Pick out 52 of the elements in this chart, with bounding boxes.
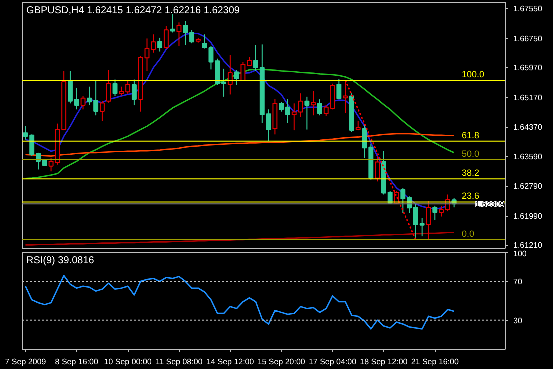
- candlestick: [164, 26, 169, 50]
- y-tick-label: 1.66750: [514, 34, 543, 44]
- annotation: 38.2: [462, 168, 480, 178]
- y-tick-label: 30: [514, 316, 523, 326]
- candlestick: [336, 78, 342, 100]
- y-tick-label: 70: [514, 278, 523, 287]
- candlestick: [132, 79, 137, 106]
- chart-title: RSI(9) 39.0816: [26, 256, 95, 266]
- annotation: 0.0: [462, 228, 475, 239]
- candlestick: [176, 22, 182, 47]
- ref-line-label: 1.62309: [476, 200, 506, 210]
- line-series: [25, 275, 456, 330]
- candlestick: [100, 100, 105, 122]
- candlestick: [432, 205, 438, 222]
- x-tick-label: 18 Sep 12:00: [360, 358, 408, 366]
- candlestick: [311, 90, 316, 116]
- annotation: 23.6: [462, 191, 480, 202]
- x-tick-label: 11 Sep 08:00: [156, 358, 204, 366]
- line-series: [25, 232, 456, 246]
- y-tick-label: 1.67550: [514, 4, 543, 14]
- x-tick-label: 21 Sep 16:00: [411, 358, 460, 366]
- x-tick-label: 10 Sep 00:00: [104, 358, 152, 366]
- y-tick-label: 1.61990: [514, 212, 543, 222]
- candlestick: [317, 99, 322, 116]
- y-tick-label: 1.62790: [514, 182, 543, 192]
- candlestick: [228, 55, 233, 96]
- x-tick-label: 17 Sep 04:00: [308, 358, 358, 366]
- x-tick-label: 7 Sep 2009: [5, 358, 47, 366]
- candlestick: [304, 96, 310, 130]
- candlestick: [343, 80, 348, 114]
- candlestick: [234, 70, 240, 86]
- candlestick: [426, 200, 432, 240]
- line-series: [344, 80, 417, 241]
- y-tick-label: 1.65970: [514, 63, 543, 72]
- y-tick-label: 1.64370: [514, 123, 543, 132]
- chart-title: GBPUSD,H4 1.62415 1.62472 1.62216 1.62309: [26, 6, 240, 16]
- y-tick-label: 100: [514, 250, 528, 258]
- x-tick-label: 14 Sep 12:00: [206, 358, 255, 366]
- y-tick-label: 1.65170: [514, 93, 543, 102]
- candlestick: [106, 70, 112, 104]
- y-tick-label: 1.63590: [514, 152, 543, 162]
- x-tick-label: 15 Sep 20:00: [258, 358, 306, 366]
- y-tick-label: 1.61210: [514, 241, 543, 250]
- x-tick-label: 8 Sep 16:00: [55, 358, 99, 366]
- candlestick: [112, 79, 118, 97]
- annotation: 61.8: [462, 130, 480, 140]
- candlestick: [170, 14, 176, 34]
- candlestick: [158, 37, 163, 52]
- annotation: 100.0: [462, 70, 485, 80]
- annotation: 50.0: [462, 149, 480, 160]
- candlestick: [375, 156, 380, 182]
- candlestick: [80, 96, 86, 110]
